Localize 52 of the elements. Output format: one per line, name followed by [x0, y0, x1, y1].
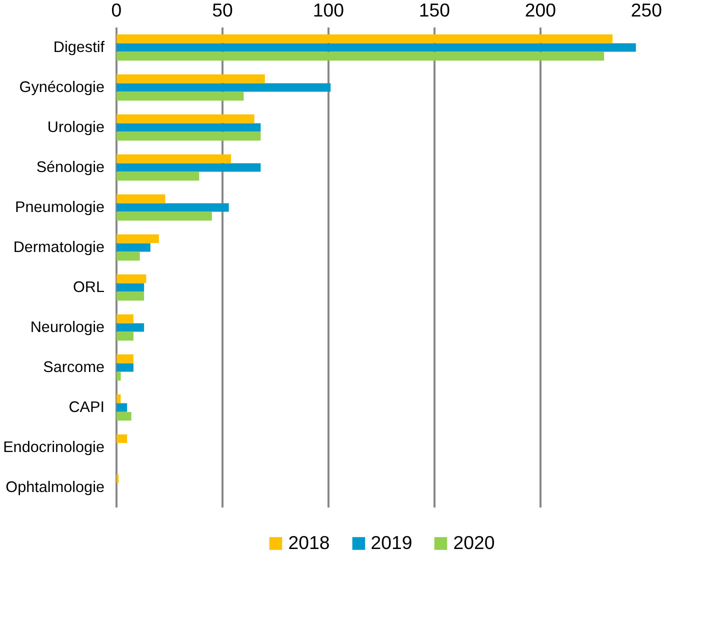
- y-tick-label: Ophtalmologie: [6, 479, 105, 496]
- bar: [116, 234, 159, 244]
- bar: [116, 363, 134, 372]
- legend-label: 2020: [453, 532, 495, 554]
- y-tick-label: Neurologie: [30, 319, 105, 336]
- bar: [116, 394, 121, 404]
- bar: [116, 412, 132, 421]
- bar: [116, 332, 134, 341]
- bar: [116, 354, 134, 364]
- bar: [116, 212, 212, 221]
- y-tick-label: Pneumologie: [15, 199, 105, 216]
- bar: [116, 34, 613, 44]
- bar: [116, 203, 229, 212]
- bar: [116, 43, 636, 52]
- bar: [116, 74, 265, 84]
- legend-label: 2019: [370, 532, 412, 554]
- bar: [116, 314, 134, 324]
- y-tick-label: Endocrinologie: [3, 439, 105, 456]
- bar: [116, 154, 231, 164]
- bar: [116, 83, 331, 92]
- bar: [116, 243, 150, 252]
- y-tick-label: Digestif: [53, 39, 106, 56]
- bar: [116, 132, 261, 141]
- bar: [116, 403, 128, 412]
- bar: [116, 92, 244, 101]
- legend-label: 2018: [288, 532, 330, 554]
- y-tick-label: Dermatologie: [13, 239, 105, 256]
- bar: [116, 323, 144, 332]
- x-tick-label: 150: [418, 0, 450, 20]
- x-tick-label: 250: [630, 0, 662, 20]
- x-tick-label: 50: [212, 0, 233, 20]
- x-tick-label: 100: [312, 0, 344, 20]
- bar: [116, 434, 128, 444]
- bar: [116, 252, 140, 261]
- bar: [116, 123, 261, 132]
- bar: [116, 274, 146, 284]
- x-tick-label: 200: [524, 0, 556, 20]
- y-tick-label: ORL: [72, 279, 105, 296]
- x-tick-label: 0: [111, 0, 122, 20]
- y-tick-label: Urologie: [47, 119, 105, 136]
- bar: [116, 172, 200, 181]
- bar: [116, 292, 144, 301]
- bar: [116, 52, 604, 61]
- bar: [116, 194, 166, 204]
- y-tick-label: Sarcome: [43, 359, 105, 376]
- bar: [116, 163, 261, 172]
- bar: [116, 372, 121, 381]
- y-tick-label: Sénologie: [36, 159, 105, 176]
- y-tick-label: Gynécologie: [19, 79, 105, 96]
- bar: [116, 114, 254, 124]
- y-tick-label: CAPI: [68, 399, 105, 416]
- bar: [116, 283, 144, 292]
